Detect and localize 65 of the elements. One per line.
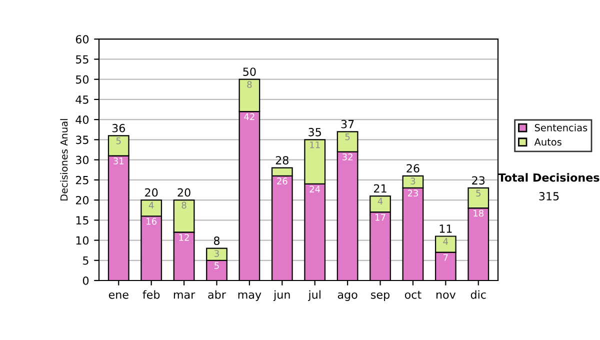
x-tick-label: sep — [371, 292, 390, 301]
x-tick-label: ene — [108, 292, 128, 299]
y-tick-label: 30 — [76, 156, 89, 164]
data-label: 3 — [410, 178, 416, 184]
y-tick-label: 40 — [76, 116, 89, 124]
y-tick-label: 15 — [76, 216, 88, 225]
data-label: 23 — [408, 190, 418, 197]
y-tick-label: 45 — [76, 96, 88, 104]
data-label: 4 — [443, 238, 448, 245]
x-tick-label: abr — [208, 290, 226, 299]
data-label: 5 — [345, 134, 350, 140]
text: Total Decisiones — [498, 173, 600, 182]
x-tick-label: dic — [470, 290, 486, 299]
data-label: 26 — [277, 178, 288, 184]
data-label: 17 — [376, 214, 386, 221]
data-label: 8 — [247, 81, 252, 88]
y-tick-label: 35 — [76, 136, 88, 144]
x-tick-label: oct — [404, 290, 422, 299]
total-label: 8 — [214, 236, 220, 245]
total-label: 21 — [374, 184, 386, 192]
data-label: 8 — [182, 202, 186, 209]
data-label: 24 — [310, 186, 320, 192]
data-label: 11 — [310, 142, 320, 148]
x-tick-label: jul — [308, 290, 320, 301]
x-tick-label: feb — [142, 290, 160, 299]
total-label: 37 — [341, 120, 354, 128]
x-tick-label: may — [238, 292, 262, 301]
data-label: 7 — [444, 254, 448, 261]
y-tick-label: 5 — [83, 256, 88, 265]
legend-label: Sentencias — [534, 124, 588, 132]
y-tick-label: 25 — [76, 176, 88, 184]
y-tick-label: 0 — [82, 276, 89, 285]
y-tick-label: 60 — [76, 35, 89, 44]
x-tick-label: mar — [174, 292, 196, 299]
total-label: 26 — [406, 164, 420, 173]
data-label: 12 — [179, 234, 189, 241]
total-label: 28 — [276, 156, 288, 164]
data-label: 5 — [214, 262, 219, 269]
x-tick-label: jun — [273, 290, 290, 301]
y-tick-label: 50 — [76, 75, 89, 84]
data-label: 16 — [146, 218, 157, 225]
x-tick-label: ago — [338, 292, 358, 301]
y-tick-label: 10 — [76, 236, 89, 245]
x-tick-label: nov — [436, 292, 456, 299]
total-label: 20 — [178, 188, 190, 197]
data-label: 32 — [342, 154, 352, 160]
y-axis-title: Decisiones Anual — [60, 119, 68, 200]
y-tick-label: 20 — [76, 196, 89, 204]
data-label: 5 — [476, 190, 480, 197]
data-label: 4 — [378, 198, 383, 204]
data-label: 42 — [244, 113, 254, 120]
total-label: 11 — [440, 224, 452, 233]
data-label: 4 — [148, 202, 154, 208]
data-label: 18 — [474, 210, 484, 217]
total-label: 35 — [308, 128, 321, 136]
total-label: 23 — [472, 176, 485, 185]
data-label: 5 — [116, 138, 121, 144]
text: 315 — [539, 192, 559, 200]
total-label: 36 — [112, 124, 125, 132]
y-tick-label: 55 — [76, 55, 88, 64]
data-label: 31 — [114, 158, 124, 164]
legend-label: Autos — [534, 138, 562, 146]
total-label: 50 — [243, 68, 256, 76]
data-label: 3 — [214, 250, 219, 257]
total-label: 20 — [145, 188, 158, 197]
